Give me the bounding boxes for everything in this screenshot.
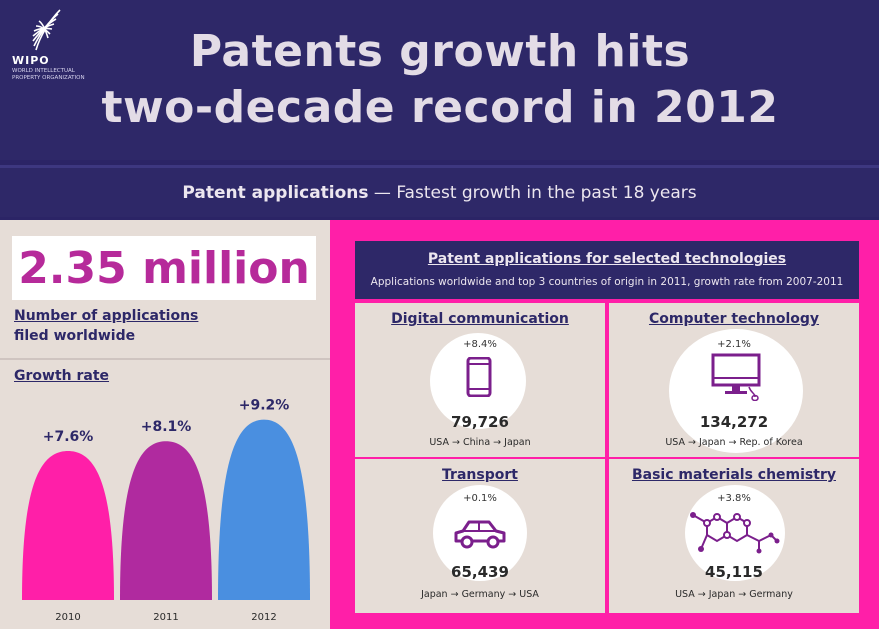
tech-name: Basic materials chemistry	[631, 467, 836, 483]
subtitle-rest: — Fastest growth in the past 18 years	[368, 183, 697, 203]
wipo-logo: WIPO WORLD INTELLECTUAL PROPERTY ORGANIZ…	[8, 6, 88, 86]
molecule-icon	[690, 512, 780, 554]
subtitle-bold: Patent applications	[182, 183, 369, 203]
growth-label-2010: +7.6%	[43, 429, 94, 445]
technologies-header: Patent applications for selected technol…	[355, 241, 859, 299]
total-label: Number of applications filed worldwide	[14, 306, 198, 346]
tech-name: Computer technology	[648, 311, 820, 327]
tech-top-countries: USA → Japan → Germany	[675, 589, 793, 600]
growth-label-2011: +8.1%	[141, 419, 192, 435]
tech-growth-rate: +8.4%	[463, 339, 497, 350]
growth-rate-chart: +7.6% 2010 +8.1% 2011 +9.2% 2012	[22, 398, 310, 623]
technologies-subtitle: Applications worldwide and top 3 countri…	[370, 276, 844, 288]
growth-bar-2012	[218, 419, 310, 600]
header: WIPO WORLD INTELLECTUAL PROPERTY ORGANIZ…	[0, 0, 879, 160]
summary-panel: 2.35 million Number of applications file…	[0, 220, 330, 629]
tech-application-count: 65,439	[451, 563, 509, 581]
subtitle-text: Patent applications — Fastest growth in …	[0, 183, 879, 203]
growth-label-2012: +9.2%	[239, 398, 290, 414]
icon-circle	[430, 333, 526, 429]
tech-top-countries: USA → China → Japan	[429, 437, 531, 448]
logo-subtext: WORLD INTELLECTUAL PROPERTY ORGANIZATION	[12, 68, 85, 81]
x-tick-2010: 2010	[55, 612, 80, 623]
icon-circle	[685, 485, 785, 581]
total-applications: 2.35 million	[18, 243, 310, 294]
tech-tile-transport: Transport +0.1% 65,439 Japan → Germany →…	[355, 459, 605, 613]
tech-tile-basic-materials-chemistry: Basic materials chemistry +3.8%	[609, 459, 859, 613]
tech-tile-digital-communication: Digital communication +8.4% 79,726 USA →…	[355, 303, 605, 457]
tech-top-countries: USA → Japan → Rep. of Korea	[665, 437, 803, 448]
title-line-1: Patents growth hits	[189, 26, 691, 77]
tech-name: Transport	[442, 467, 518, 483]
tech-application-count: 134,272	[699, 413, 769, 431]
total-label-line-2: filed worldwide	[14, 328, 136, 344]
growth-bar-2010	[22, 451, 114, 600]
tech-application-count: 45,115	[705, 563, 763, 581]
tech-growth-rate: +2.1%	[717, 339, 751, 350]
title-line-2: two-decade record in 2012	[101, 82, 779, 133]
tech-growth-rate: +0.1%	[463, 493, 497, 504]
technologies-title: Patent applications for selected technol…	[427, 251, 787, 267]
total-box: 2.35 million	[12, 236, 316, 300]
tech-tile-computer-technology: Computer technology +2.1% 134,272 USA → …	[609, 303, 859, 457]
car-icon	[454, 520, 506, 549]
tech-application-count: 79,726	[451, 413, 509, 431]
x-tick-2012: 2012	[251, 612, 276, 623]
computer-monitor-icon	[711, 353, 761, 401]
smartphone-icon	[466, 357, 492, 397]
x-tick-2011: 2011	[153, 612, 178, 623]
icon-circle	[433, 485, 527, 581]
page-title: Patents growth hits two-decade record in…	[90, 24, 790, 136]
logo-text: WIPO	[12, 54, 50, 67]
globe-lines-icon	[32, 9, 61, 51]
divider	[0, 358, 330, 360]
growth-rate-title: Growth rate	[14, 368, 110, 384]
tech-growth-rate: +3.8%	[717, 493, 751, 504]
tech-name: Digital communication	[391, 311, 569, 327]
subtitle-bar: Patent applications — Fastest growth in …	[0, 165, 879, 217]
growth-bar-2011	[120, 441, 212, 600]
technologies-panel: Patent applications for selected technol…	[330, 220, 879, 629]
total-label-line-1: Number of applications	[14, 308, 199, 324]
tech-top-countries: Japan → Germany → USA	[421, 589, 539, 600]
